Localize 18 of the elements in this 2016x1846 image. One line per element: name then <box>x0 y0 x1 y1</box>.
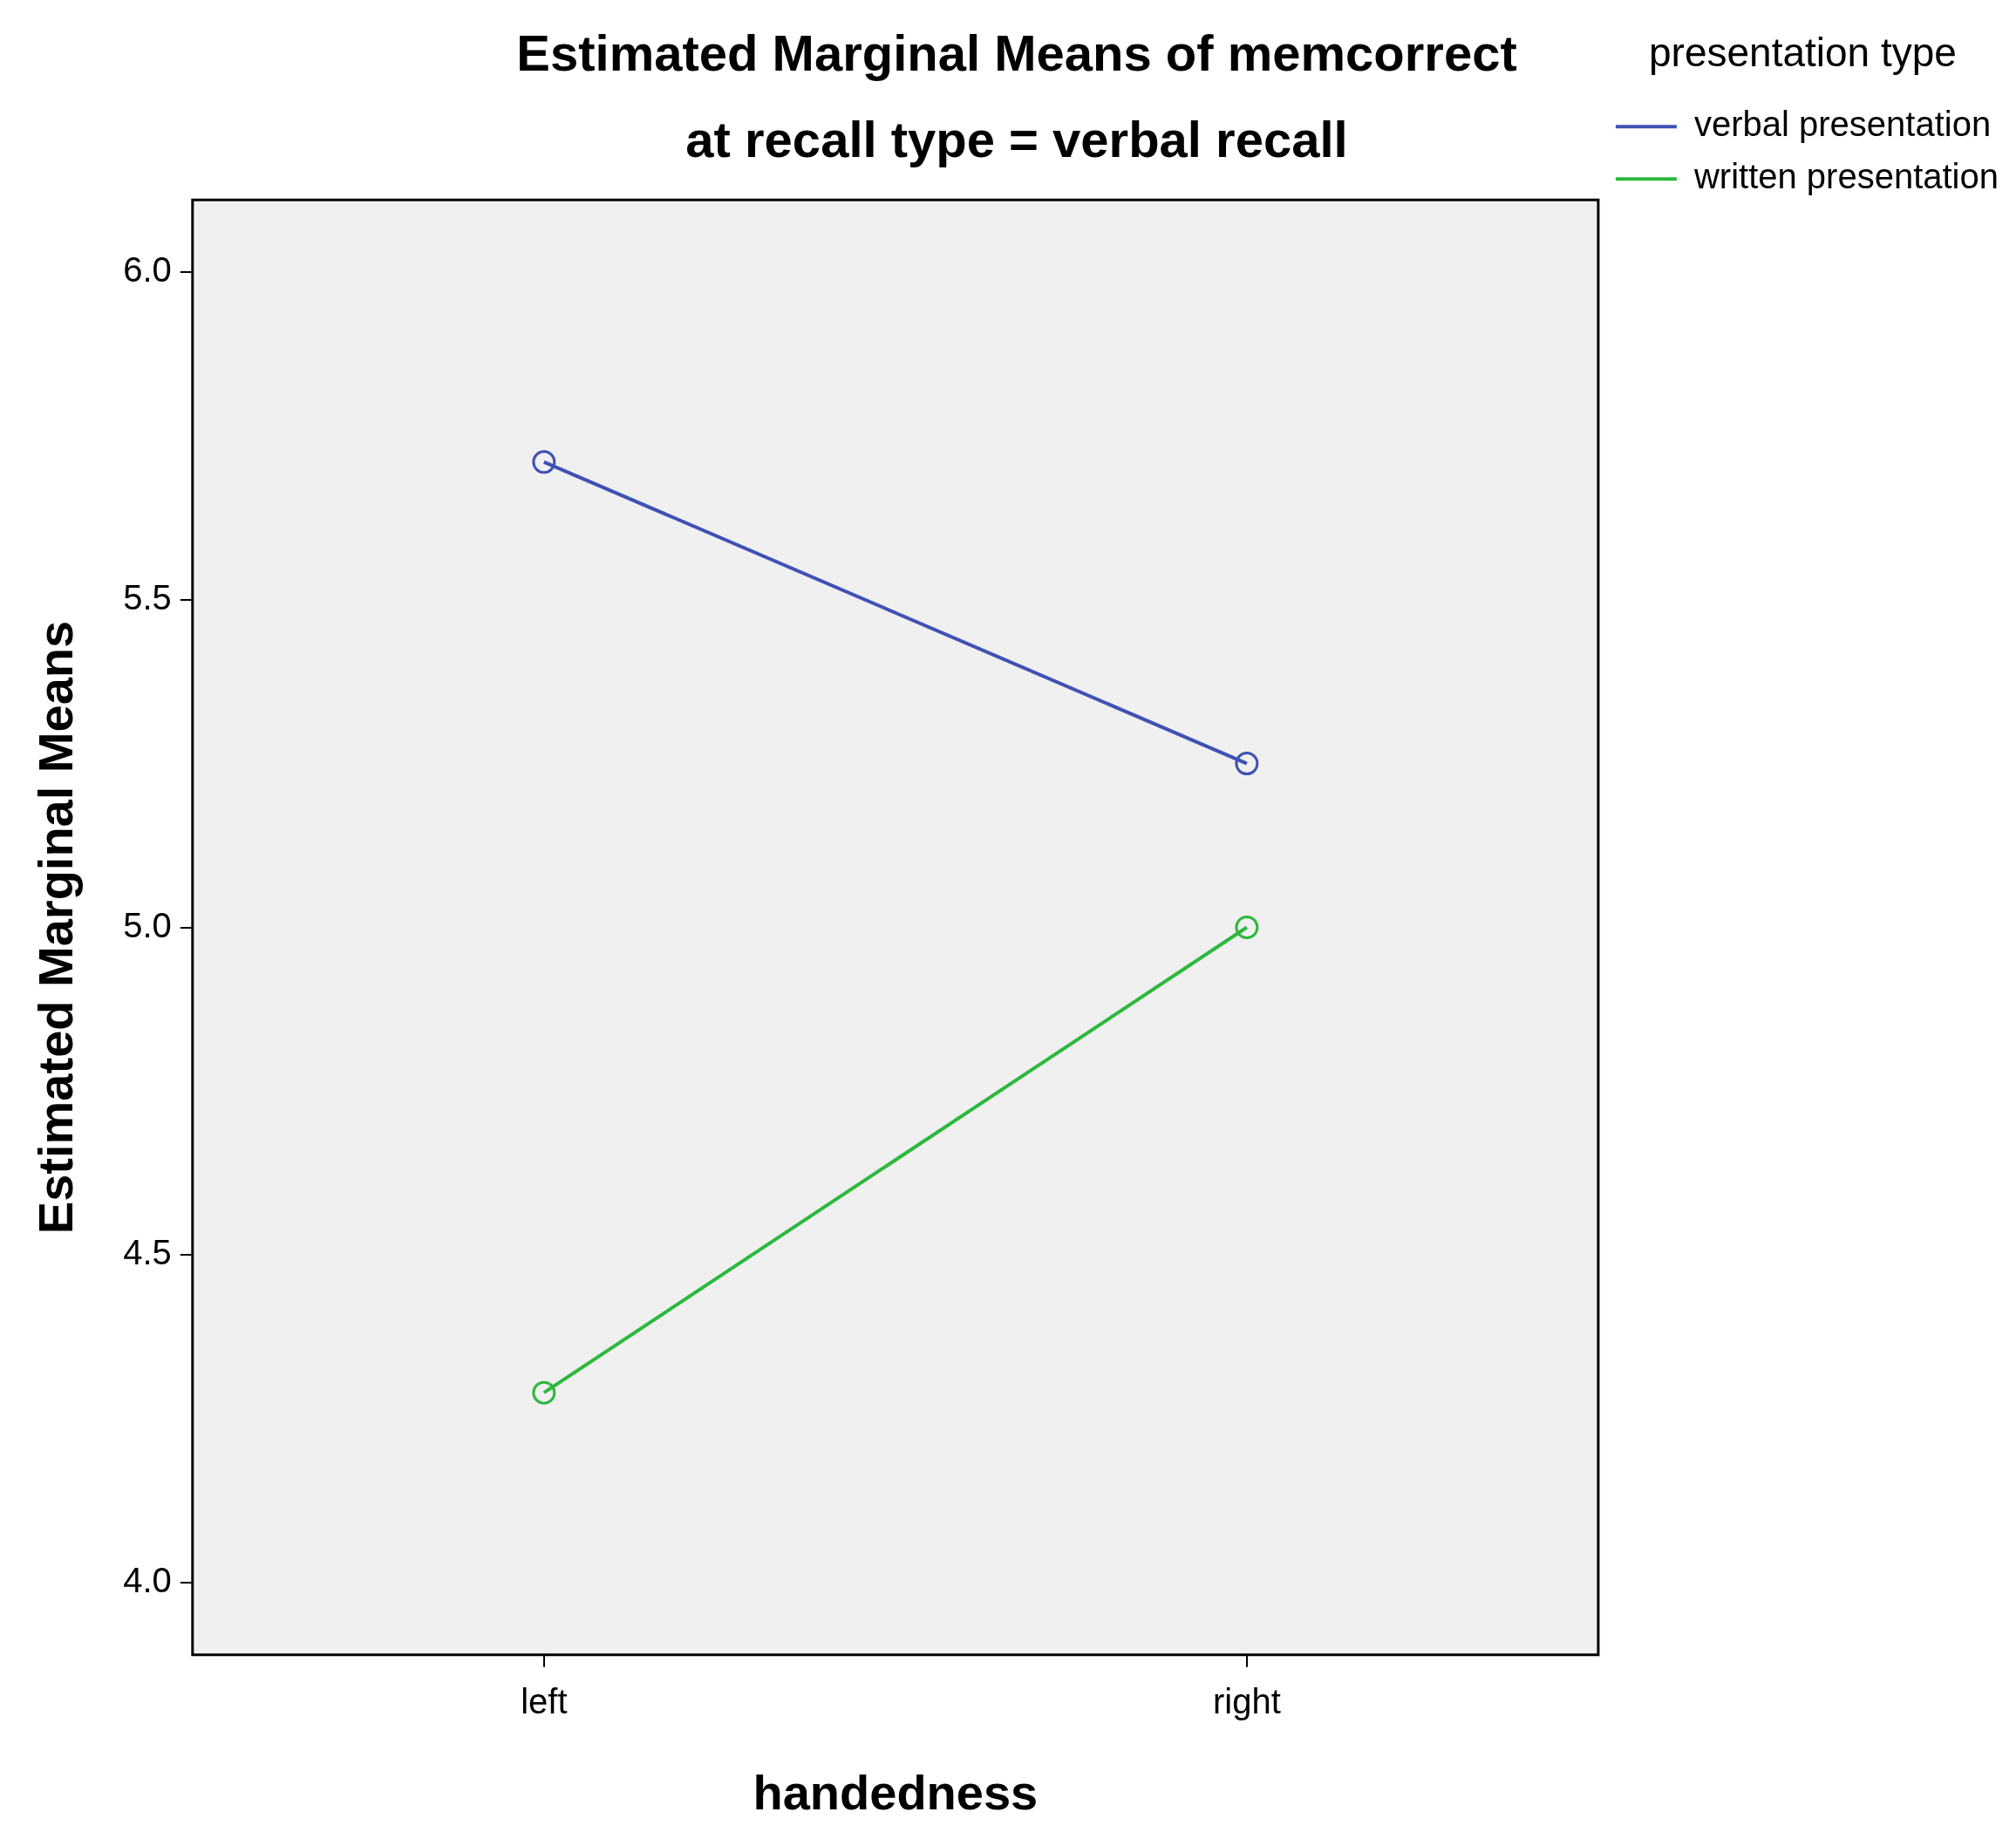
y-tick-label: 5.5 <box>123 577 172 616</box>
point <box>532 1380 556 1405</box>
point <box>1235 916 1259 939</box>
legend-label: verbal presentation <box>1693 105 1992 144</box>
legend-label: written presentation <box>1692 157 1999 196</box>
y-tick-label: 6.0 <box>123 249 172 289</box>
y-tick-label: 4.0 <box>123 1561 172 1600</box>
x-tick-label: right <box>1212 1681 1281 1720</box>
y-tick-label: 5.0 <box>123 905 172 944</box>
x-axis-title: handedness <box>753 1764 1039 1820</box>
chart-title: Estimated Marginal Means of memcorrect <box>516 24 1517 81</box>
x-tick-label: left <box>521 1681 568 1720</box>
point <box>1235 752 1259 776</box>
chart-subtitle: at recall type = verbal recall <box>685 111 1348 168</box>
y-axis-title: Estimated Marginal Means <box>28 620 84 1235</box>
legend-title: presentation type <box>1649 29 1957 75</box>
y-tick-label: 4.5 <box>123 1233 172 1272</box>
point <box>532 450 556 474</box>
